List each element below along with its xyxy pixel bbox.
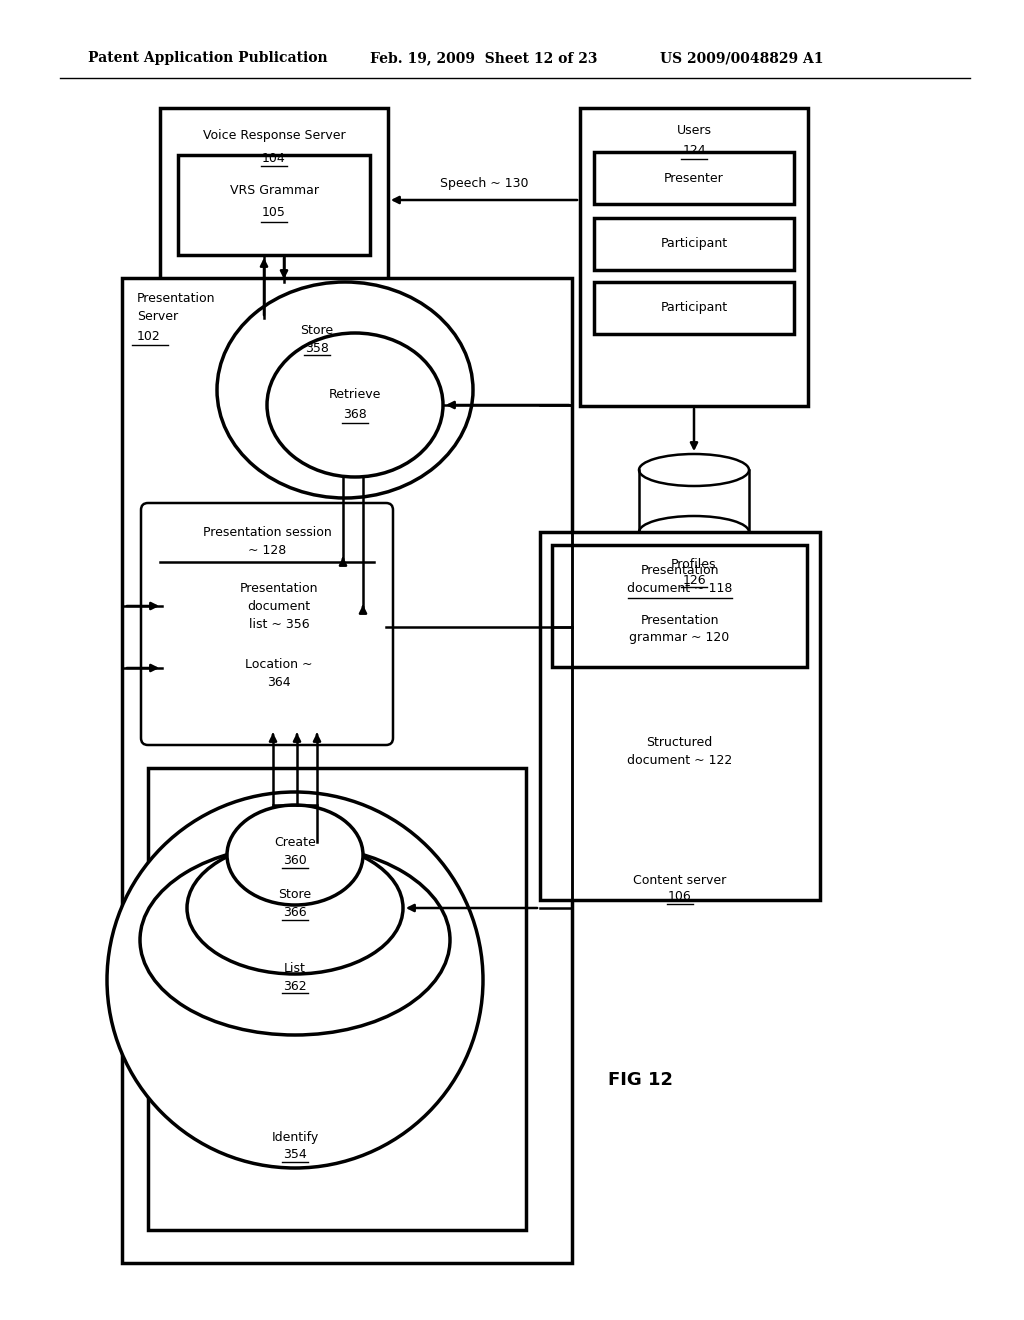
Text: Content server: Content server [634,874,727,887]
Text: 124: 124 [682,144,706,157]
Ellipse shape [267,333,443,477]
Text: ~ 128: ~ 128 [248,544,286,557]
Text: Patent Application Publication: Patent Application Publication [88,51,328,65]
Text: 360: 360 [283,854,307,867]
Text: 102: 102 [137,330,161,342]
Bar [594,218,794,271]
Text: Location ~: Location ~ [246,657,312,671]
Bar [552,545,807,667]
Text: 104: 104 [262,152,286,165]
Text: Presentation: Presentation [137,292,215,305]
Ellipse shape [187,842,403,974]
Text: list ~ 356: list ~ 356 [249,618,309,631]
Text: Create: Create [274,837,315,850]
Text: VRS Grammar: VRS Grammar [229,183,318,197]
Bar [580,108,808,407]
Circle shape [106,792,483,1168]
Ellipse shape [639,454,749,486]
Text: Identify: Identify [271,1131,318,1144]
Text: Presentation: Presentation [640,564,719,577]
Text: document ~ 118: document ~ 118 [627,582,732,595]
Text: document ~ 122: document ~ 122 [627,754,732,767]
Text: Store: Store [300,323,334,337]
Text: US 2009/0048829 A1: US 2009/0048829 A1 [660,51,823,65]
Text: 362: 362 [284,979,307,993]
Text: Users: Users [677,124,712,136]
Text: FIG 12: FIG 12 [607,1071,673,1089]
Text: 106: 106 [668,890,692,903]
Text: 126: 126 [682,573,706,586]
Text: List: List [284,961,306,974]
Bar [178,154,370,255]
Text: Speech ~ 130: Speech ~ 130 [439,177,528,190]
Text: Structured: Structured [646,735,713,748]
Ellipse shape [217,282,473,498]
Text: 358: 358 [305,342,329,355]
Bar [594,282,794,334]
Text: Presenter: Presenter [665,172,724,185]
Text: Presentation session: Presentation session [203,525,332,539]
Bar [122,279,572,1263]
Text: 364: 364 [267,676,291,689]
Bar [594,152,794,205]
Bar [540,532,820,900]
Text: Participant: Participant [660,301,728,314]
Text: Participant: Participant [660,238,728,251]
Text: 105: 105 [262,206,286,219]
Text: grammar ~ 120: grammar ~ 120 [630,631,730,644]
Text: Presentation: Presentation [640,614,719,627]
Text: 366: 366 [284,907,307,920]
Text: 354: 354 [283,1148,307,1162]
Ellipse shape [140,845,450,1035]
Text: Presentation: Presentation [240,582,318,594]
Text: Server: Server [137,309,178,322]
Text: Store: Store [279,887,311,900]
Ellipse shape [227,805,362,906]
Text: Feb. 19, 2009  Sheet 12 of 23: Feb. 19, 2009 Sheet 12 of 23 [370,51,597,65]
Text: document: document [248,599,310,612]
Text: Voice Response Server: Voice Response Server [203,129,345,143]
FancyBboxPatch shape [141,503,393,744]
Ellipse shape [639,516,749,548]
Bar [160,108,388,280]
Text: 368: 368 [343,408,367,421]
Text: Profiles: Profiles [672,557,717,570]
Bar [148,768,526,1230]
Text: Retrieve: Retrieve [329,388,381,401]
